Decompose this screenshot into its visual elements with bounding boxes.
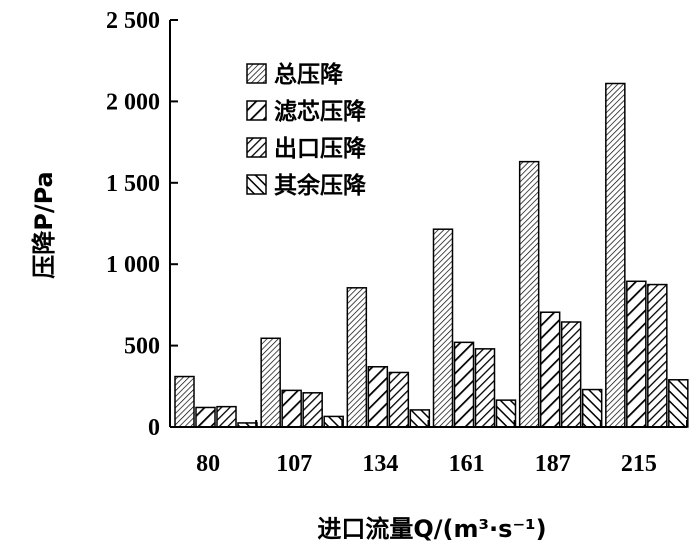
bar-3-80: [216, 405, 237, 428]
bar-4-215: [668, 379, 689, 428]
bar-2-187: [539, 311, 561, 428]
bar-4-161: [495, 399, 517, 428]
bar-2-215: [626, 280, 647, 428]
x-axis-title: 进口流量Q/(m³·s⁻¹): [317, 515, 546, 543]
legend-swatch-1: [246, 63, 267, 84]
bar-3-161: [474, 348, 496, 428]
legend-swatch-4: [246, 174, 267, 195]
legend-label-2: 滤芯压降: [274, 98, 367, 125]
bar-3-187: [560, 321, 582, 428]
bar-1-187: [518, 160, 540, 428]
x-tick-label: 107: [276, 451, 312, 477]
bar-2-80: [195, 406, 216, 428]
bar-1-215: [605, 82, 626, 428]
y-tick-label: 2 000: [106, 89, 160, 115]
bar-2-134: [367, 366, 389, 428]
legend-swatch-2: [246, 100, 267, 121]
bar-3-107: [302, 392, 323, 428]
bar-4-107: [323, 415, 344, 428]
bar-3-134: [388, 371, 410, 428]
y-axis-title: 压降P/Pa: [30, 171, 58, 279]
y-tick-label: 500: [124, 334, 160, 360]
x-tick-label: 134: [362, 451, 398, 477]
bar-1-134: [346, 287, 368, 428]
legend-label-4: 其余压降: [274, 172, 367, 199]
y-tick-label: 2 500: [106, 8, 160, 34]
bar-1-107: [260, 337, 281, 428]
bar-4-134: [409, 409, 431, 428]
x-tick-label: 161: [449, 451, 485, 477]
bar-1-161: [432, 228, 454, 428]
legend-label-3: 出口压降: [274, 136, 367, 162]
y-tick-label: 1 000: [106, 252, 160, 278]
y-tick-label: 0: [148, 415, 160, 441]
bar-4-187: [581, 388, 603, 428]
legend-swatch-3: [246, 137, 267, 158]
legend-label-1: 总压降: [274, 61, 344, 88]
x-tick-label: 215: [621, 451, 657, 477]
bars-layer: [174, 82, 689, 428]
bar-2-161: [453, 341, 475, 428]
axes-layer: 0 500 1 000 1 500 2 000 2 500 80 107 134 161 187 21…: [106, 8, 688, 477]
x-tick-label: 187: [535, 451, 571, 477]
x-tick-label: 80: [196, 451, 220, 477]
bar-3-215: [647, 283, 668, 428]
y-tick-label: 1 500: [106, 171, 160, 197]
bar-2-107: [281, 389, 302, 428]
bar-1-80: [174, 375, 195, 428]
